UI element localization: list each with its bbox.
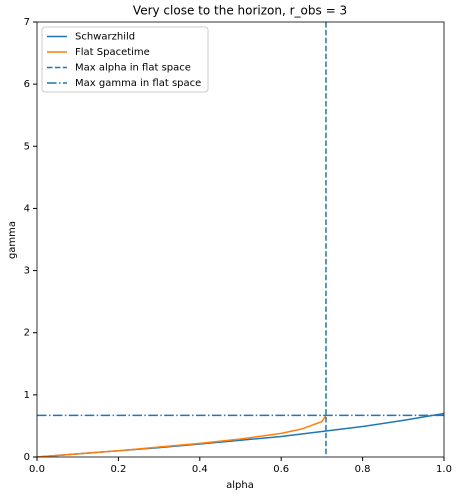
x-axis-label: alpha <box>226 480 254 491</box>
plot-frame <box>36 21 445 458</box>
y-tick-label: 5 <box>24 141 30 152</box>
x-tick-label: 0.4 <box>192 464 208 475</box>
y-axis-label: gamma <box>7 221 18 259</box>
series-line <box>37 414 327 457</box>
y-tick-label: 6 <box>24 79 30 90</box>
y-tick-label: 1 <box>24 390 30 401</box>
chart-title: Very close to the horizon, r_obs = 3 <box>133 4 347 18</box>
legend-label: Schwarzhild <box>75 32 135 43</box>
x-tick-label: 0.8 <box>355 464 371 475</box>
y-tick-label: 2 <box>24 328 30 339</box>
x-tick-label: 0.0 <box>29 464 45 475</box>
series-line <box>37 412 444 457</box>
y-tick-label: 4 <box>24 203 30 214</box>
y-tick-label: 0 <box>24 452 30 463</box>
legend-label: Max alpha in flat space <box>75 63 191 74</box>
y-tick-label: 3 <box>24 266 30 277</box>
x-tick-label: 0.2 <box>110 464 126 475</box>
legend: Schwarzhild Flat Spacetime Max alpha in fl… <box>41 26 209 93</box>
y-tick-label: 7 <box>24 17 30 28</box>
legend-box <box>41 26 209 93</box>
x-tick-label: 0.6 <box>273 464 289 475</box>
legend-label: Max gamma in flat space <box>75 78 201 89</box>
x-tick-label: 1.0 <box>436 464 452 475</box>
legend-label: Flat Spacetime <box>75 47 150 58</box>
